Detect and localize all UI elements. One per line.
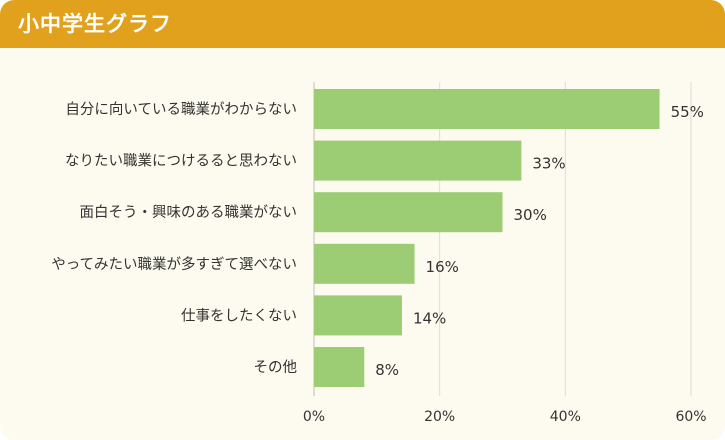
category-label: 面白そう・興味のある職業がない bbox=[80, 204, 298, 221]
category-label: やってみたい職業が多すぎて選べない bbox=[51, 256, 297, 273]
x-tick-label: 40% bbox=[550, 409, 581, 425]
value-label: 8% bbox=[375, 361, 399, 379]
x-tick-label: 20% bbox=[424, 409, 455, 425]
bar bbox=[314, 295, 402, 336]
chart-header: 小中学生グラフ bbox=[0, 0, 725, 48]
category-label: なりたい職業につけるると思わない bbox=[65, 153, 297, 170]
x-tick-label: 0% bbox=[303, 409, 325, 425]
chart-title: 小中学生グラフ bbox=[18, 12, 172, 36]
x-tick-label: 60% bbox=[675, 409, 706, 425]
value-label: 30% bbox=[514, 206, 547, 224]
bar bbox=[314, 347, 365, 387]
value-label: 16% bbox=[426, 258, 459, 276]
value-label: 14% bbox=[413, 309, 446, 327]
category-label: その他 bbox=[254, 359, 298, 376]
value-label: 55% bbox=[671, 103, 704, 121]
bar bbox=[314, 89, 660, 129]
value-label: 33% bbox=[532, 155, 565, 173]
category-label: 自分に向いている職業がわからない bbox=[65, 101, 297, 118]
bar bbox=[314, 192, 503, 233]
bar bbox=[314, 140, 522, 181]
category-label: 仕事をしたくない bbox=[181, 307, 297, 324]
bar bbox=[314, 243, 415, 284]
